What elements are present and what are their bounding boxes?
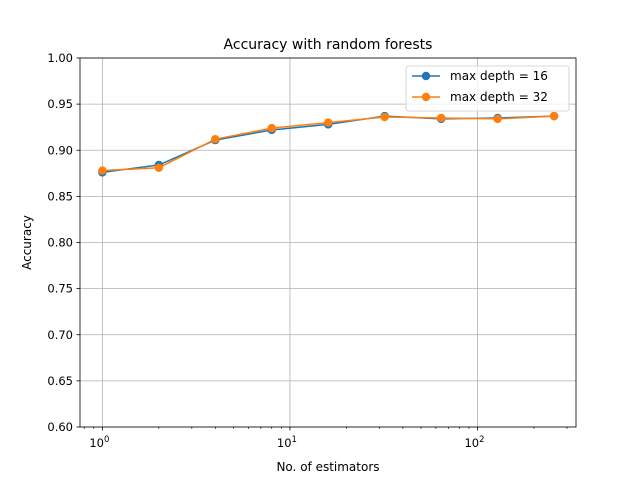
series-2-point xyxy=(98,166,107,175)
legend-label-2: max depth = 32 xyxy=(450,90,548,104)
series-2-point xyxy=(380,112,389,122)
series-2-point xyxy=(493,114,502,124)
y-tick-label: 0.90 xyxy=(47,143,73,157)
legend: max depth = 16 max depth = 32 xyxy=(405,65,570,112)
legend-marker-1 xyxy=(421,71,431,81)
legend-marker-2 xyxy=(421,92,431,102)
series-2-point xyxy=(211,134,220,144)
y-tick-label: 0.80 xyxy=(47,236,73,250)
x-tick-label: 100 xyxy=(89,435,109,450)
y-tick-label: 1.00 xyxy=(47,51,73,65)
y-tick-label: 0.85 xyxy=(47,189,73,203)
y-tick-label: 0.70 xyxy=(47,328,73,342)
y-tick-label: 0.65 xyxy=(47,374,73,388)
x-tick-label: 102 xyxy=(464,435,484,450)
series-2-point xyxy=(549,111,559,121)
series-group xyxy=(98,111,559,177)
axis-ticks: 0.60 0.65 0.70 0.75 0.80 0.85 0.90 0.95 1.00 100 1… xyxy=(47,51,568,450)
legend-box xyxy=(405,65,570,112)
series-2-point xyxy=(436,113,446,123)
y-tick-label: 0.95 xyxy=(47,97,73,111)
x-tick-label: 101 xyxy=(277,435,297,450)
y-tick-label: 0.75 xyxy=(47,282,73,296)
chart-title: Accuracy with random forests xyxy=(224,37,433,53)
series-2-point xyxy=(324,118,333,127)
y-tick-label: 0.60 xyxy=(47,420,73,434)
y-axis-label: Accuracy xyxy=(20,215,34,270)
series-2-point xyxy=(154,163,164,172)
x-axis-label: No. of estimators xyxy=(276,460,379,474)
legend-label-1: max depth = 16 xyxy=(450,69,548,83)
series-2-point xyxy=(267,123,276,133)
